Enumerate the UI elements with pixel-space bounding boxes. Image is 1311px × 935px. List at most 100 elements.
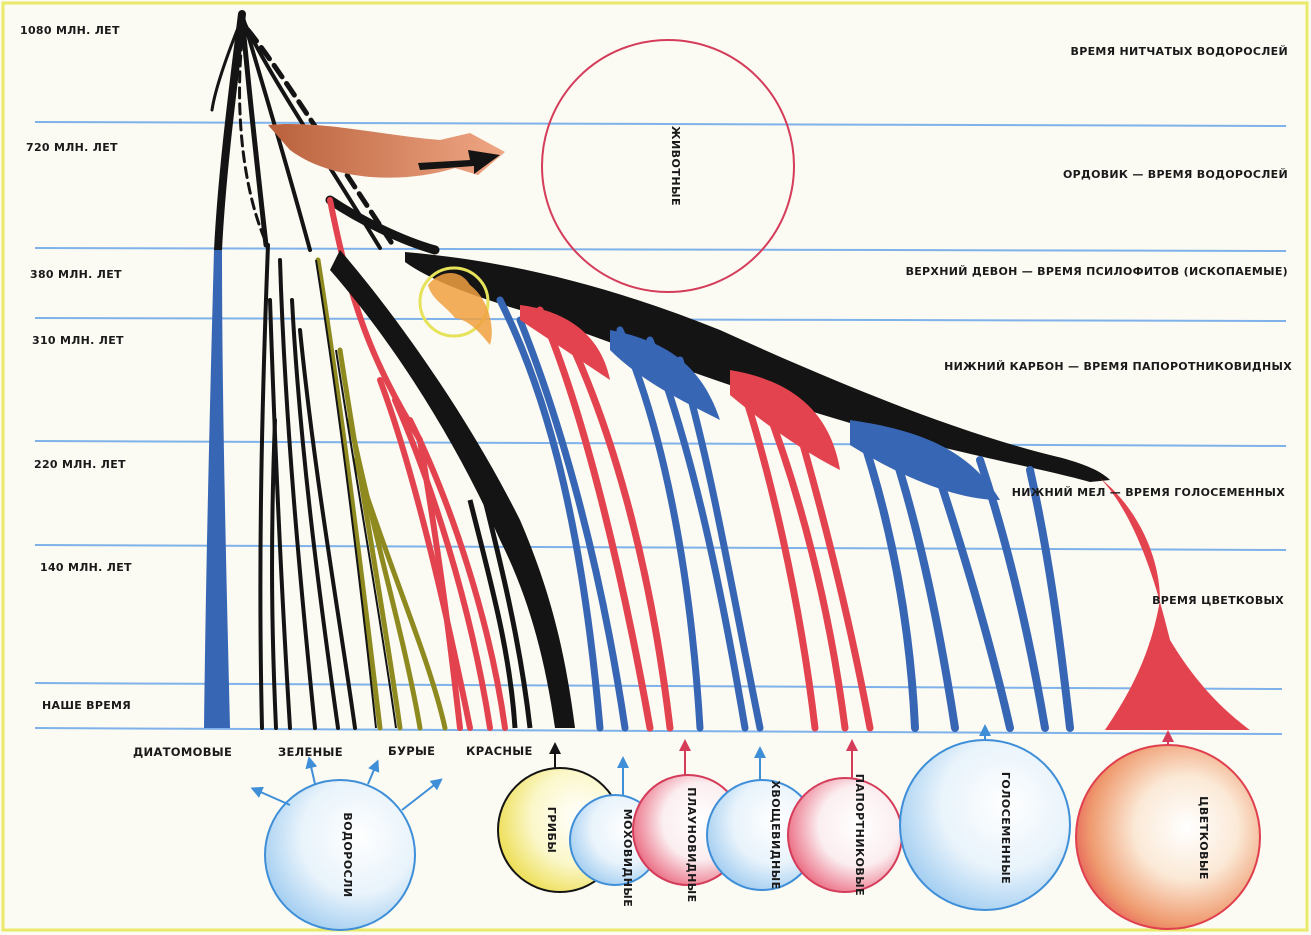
circle-label-angiosperms: ЦВЕТКОВЫЕ — [1197, 796, 1210, 880]
trunk-main — [214, 10, 246, 254]
era-label: ВРЕМЯ ЦВЕТКОВЫХ — [1152, 594, 1284, 607]
stream-angiosperms — [1100, 478, 1250, 730]
animals-arrow — [268, 123, 505, 178]
stream-brown-outline — [315, 259, 397, 729]
circle-algae — [264, 779, 416, 931]
stream-line — [290, 298, 340, 730]
stream-line — [315, 257, 383, 731]
trunk-dashed — [238, 38, 267, 242]
stream-brown — [315, 257, 448, 731]
stream-line — [268, 298, 292, 730]
stream-diatoms — [204, 250, 230, 728]
arrow-up-icon — [250, 786, 291, 806]
stream-line — [407, 417, 508, 731]
age-label: 380 МЛН. ЛЕТ — [30, 268, 122, 281]
trunk-branch — [325, 195, 440, 255]
era-label: ВРЕМЯ НИТЧАТЫХ ВОДОРОСЛЕЙ — [1071, 45, 1288, 58]
psilophyte-circle — [418, 266, 490, 338]
stream-line — [337, 347, 403, 731]
time-line — [34, 727, 1283, 735]
age-label: 140 МЛН. ЛЕТ — [40, 561, 132, 574]
circle-label-ferns: ПАПОРТНИКОВЫЕ — [853, 774, 866, 896]
stream-line — [886, 436, 959, 732]
circle-label-horsetails: ХВОЩЕВИДНЫЕ — [769, 780, 782, 889]
trunk-branch — [239, 11, 269, 248]
group-label: БУРЫЕ — [388, 744, 435, 758]
group-label: ДИАТОМОВЫЕ — [133, 745, 232, 759]
stream-line — [258, 243, 270, 730]
arrow-up-icon — [305, 756, 318, 785]
psilophyte-spine — [405, 252, 1110, 482]
stream-line — [736, 376, 819, 732]
plant-circles: ВОДОРОСЛИ ГРИБЫ МОХОВИДНЫЕ ПЛАУНОВИДНЫЕ … — [250, 724, 1261, 931]
stream-mosses — [496, 296, 629, 732]
stream-lycopods — [536, 306, 674, 732]
algae-group-labels: ДИАТОМОВЫЕ ЗЕЛЕНЫЕ БУРЫЕ КРАСНЫЕ — [133, 744, 533, 759]
horsetail-fan — [610, 330, 720, 420]
arrow-head — [418, 150, 500, 174]
stream-line — [856, 426, 919, 732]
psilophyte-flame — [428, 272, 492, 345]
stream-line — [756, 386, 849, 732]
stream-line — [477, 479, 533, 729]
group-label: ЗЕЛЕНЫЕ — [278, 745, 343, 759]
circle-label-gymnosperms: ГОЛОСЕМЕННЫЕ — [999, 772, 1012, 884]
era-label: НИЖНИЙ МЕЛ — ВРЕМЯ ГОЛОСЕМЕННЫХ — [1012, 486, 1285, 499]
stream-line — [278, 258, 317, 730]
group-label: КРАСНЫЕ — [466, 744, 533, 758]
time-line — [34, 247, 1287, 252]
stream-line — [270, 418, 278, 730]
stream-line — [467, 499, 518, 729]
stream-green — [258, 243, 357, 730]
stream-line — [496, 296, 604, 732]
stream-line — [335, 349, 397, 729]
trunk-dashed — [245, 27, 398, 251]
stream-line — [392, 397, 493, 731]
stream-line — [556, 316, 674, 732]
time-lines — [34, 121, 1287, 735]
stream-line — [1026, 466, 1074, 732]
age-labels: 1080 МЛН. ЛЕТ 720 МЛН. ЛЕТ 380 МЛН. ЛЕТ … — [20, 24, 132, 712]
arrow-up-icon — [367, 759, 380, 785]
gymnosperm-fan — [850, 420, 1000, 500]
lycopod-fan — [520, 305, 610, 380]
circle-label-algae: ВОДОРОСЛИ — [341, 812, 354, 897]
circle-label-fungi: ГРИБЫ — [545, 807, 558, 854]
era-labels: ВРЕМЯ НИТЧАТЫХ ВОДОРОСЛЕЙ ОРДОВИК — ВРЕМ… — [906, 45, 1292, 607]
age-label: 220 МЛН. ЛЕТ — [34, 458, 126, 471]
fern-fan — [730, 370, 840, 470]
age-label: 310 МЛН. ЛЕТ — [32, 334, 124, 347]
stream-line — [377, 377, 473, 731]
circle-label-mosses: МОХОВИДНЫЕ — [621, 809, 634, 908]
era-label: НИЖНИЙ КАРБОН — ВРЕМЯ ПАПОРОТНИКОВИДНЫХ — [944, 360, 1292, 373]
time-line — [34, 121, 1287, 127]
stream-line — [347, 417, 423, 731]
stream-line — [298, 328, 357, 730]
stream-line — [536, 306, 654, 732]
algae-trunk — [210, 10, 440, 255]
stream-black — [330, 250, 575, 728]
era-label: ВЕРХНИЙ ДЕВОН — ВРЕМЯ ПСИЛОФИТОВ (ИСКОПА… — [906, 265, 1288, 278]
circle-gymnosperms — [899, 739, 1071, 911]
stream-black-lines — [467, 479, 533, 729]
stream-line — [352, 457, 448, 731]
circle-ferns — [787, 777, 903, 893]
time-line — [34, 682, 1283, 690]
age-label: 1080 МЛН. ЛЕТ — [20, 24, 120, 37]
time-line — [34, 544, 1287, 551]
trunk-branch — [210, 16, 244, 112]
circle-label-lycopods: ПЛАУНОВИДНЫЕ — [685, 787, 698, 902]
animals-circle — [541, 39, 795, 293]
age-label: 720 МЛН. ЛЕТ — [26, 141, 118, 154]
trunk-branch — [240, 12, 312, 252]
age-label: НАШЕ ВРЕМЯ — [42, 699, 131, 712]
arrow-up-icon — [401, 778, 443, 811]
circle-angiosperms — [1075, 744, 1261, 930]
era-label: ОРДОВИК — ВРЕМЯ ВОДОРОСЛЕЙ — [1063, 168, 1288, 181]
stream-line — [516, 316, 629, 732]
stream-line — [315, 259, 377, 729]
animals-label: ЖИВОТНЫЕ — [669, 126, 682, 206]
